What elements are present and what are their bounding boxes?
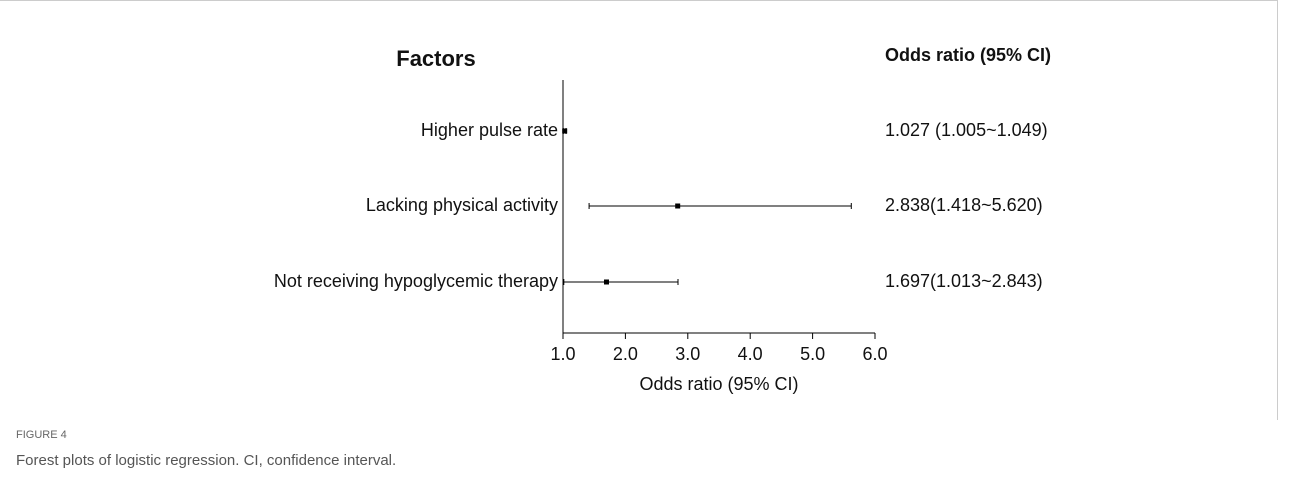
point-estimate (562, 128, 568, 134)
x-tick-label: 2.0 (613, 344, 638, 364)
x-tick-label: 3.0 (675, 344, 700, 364)
category-label: Not receiving hypoglycemic therapy (274, 271, 558, 291)
value-header: Odds ratio (95% CI) (885, 45, 1051, 65)
value-label: 1.027 (1.005~1.049) (885, 120, 1048, 140)
x-tick-label: 4.0 (738, 344, 763, 364)
point-estimate (675, 203, 681, 209)
figure-label: FIGURE 4 (16, 429, 67, 441)
x-axis-label: Odds ratio (95% CI) (639, 374, 798, 394)
category-label: Lacking physical activity (366, 195, 558, 215)
x-tick-label: 5.0 (800, 344, 825, 364)
value-label: 2.838(1.418~5.620) (885, 195, 1043, 215)
category-label: Higher pulse rate (421, 120, 558, 140)
point-estimate (603, 279, 609, 285)
x-tick-label: 6.0 (862, 344, 887, 364)
value-label: 1.697(1.013~2.843) (885, 271, 1043, 291)
factor-header: Factors (396, 46, 475, 71)
x-tick-label: 1.0 (550, 344, 575, 364)
figure-caption: Forest plots of logistic regression. CI,… (16, 452, 396, 469)
